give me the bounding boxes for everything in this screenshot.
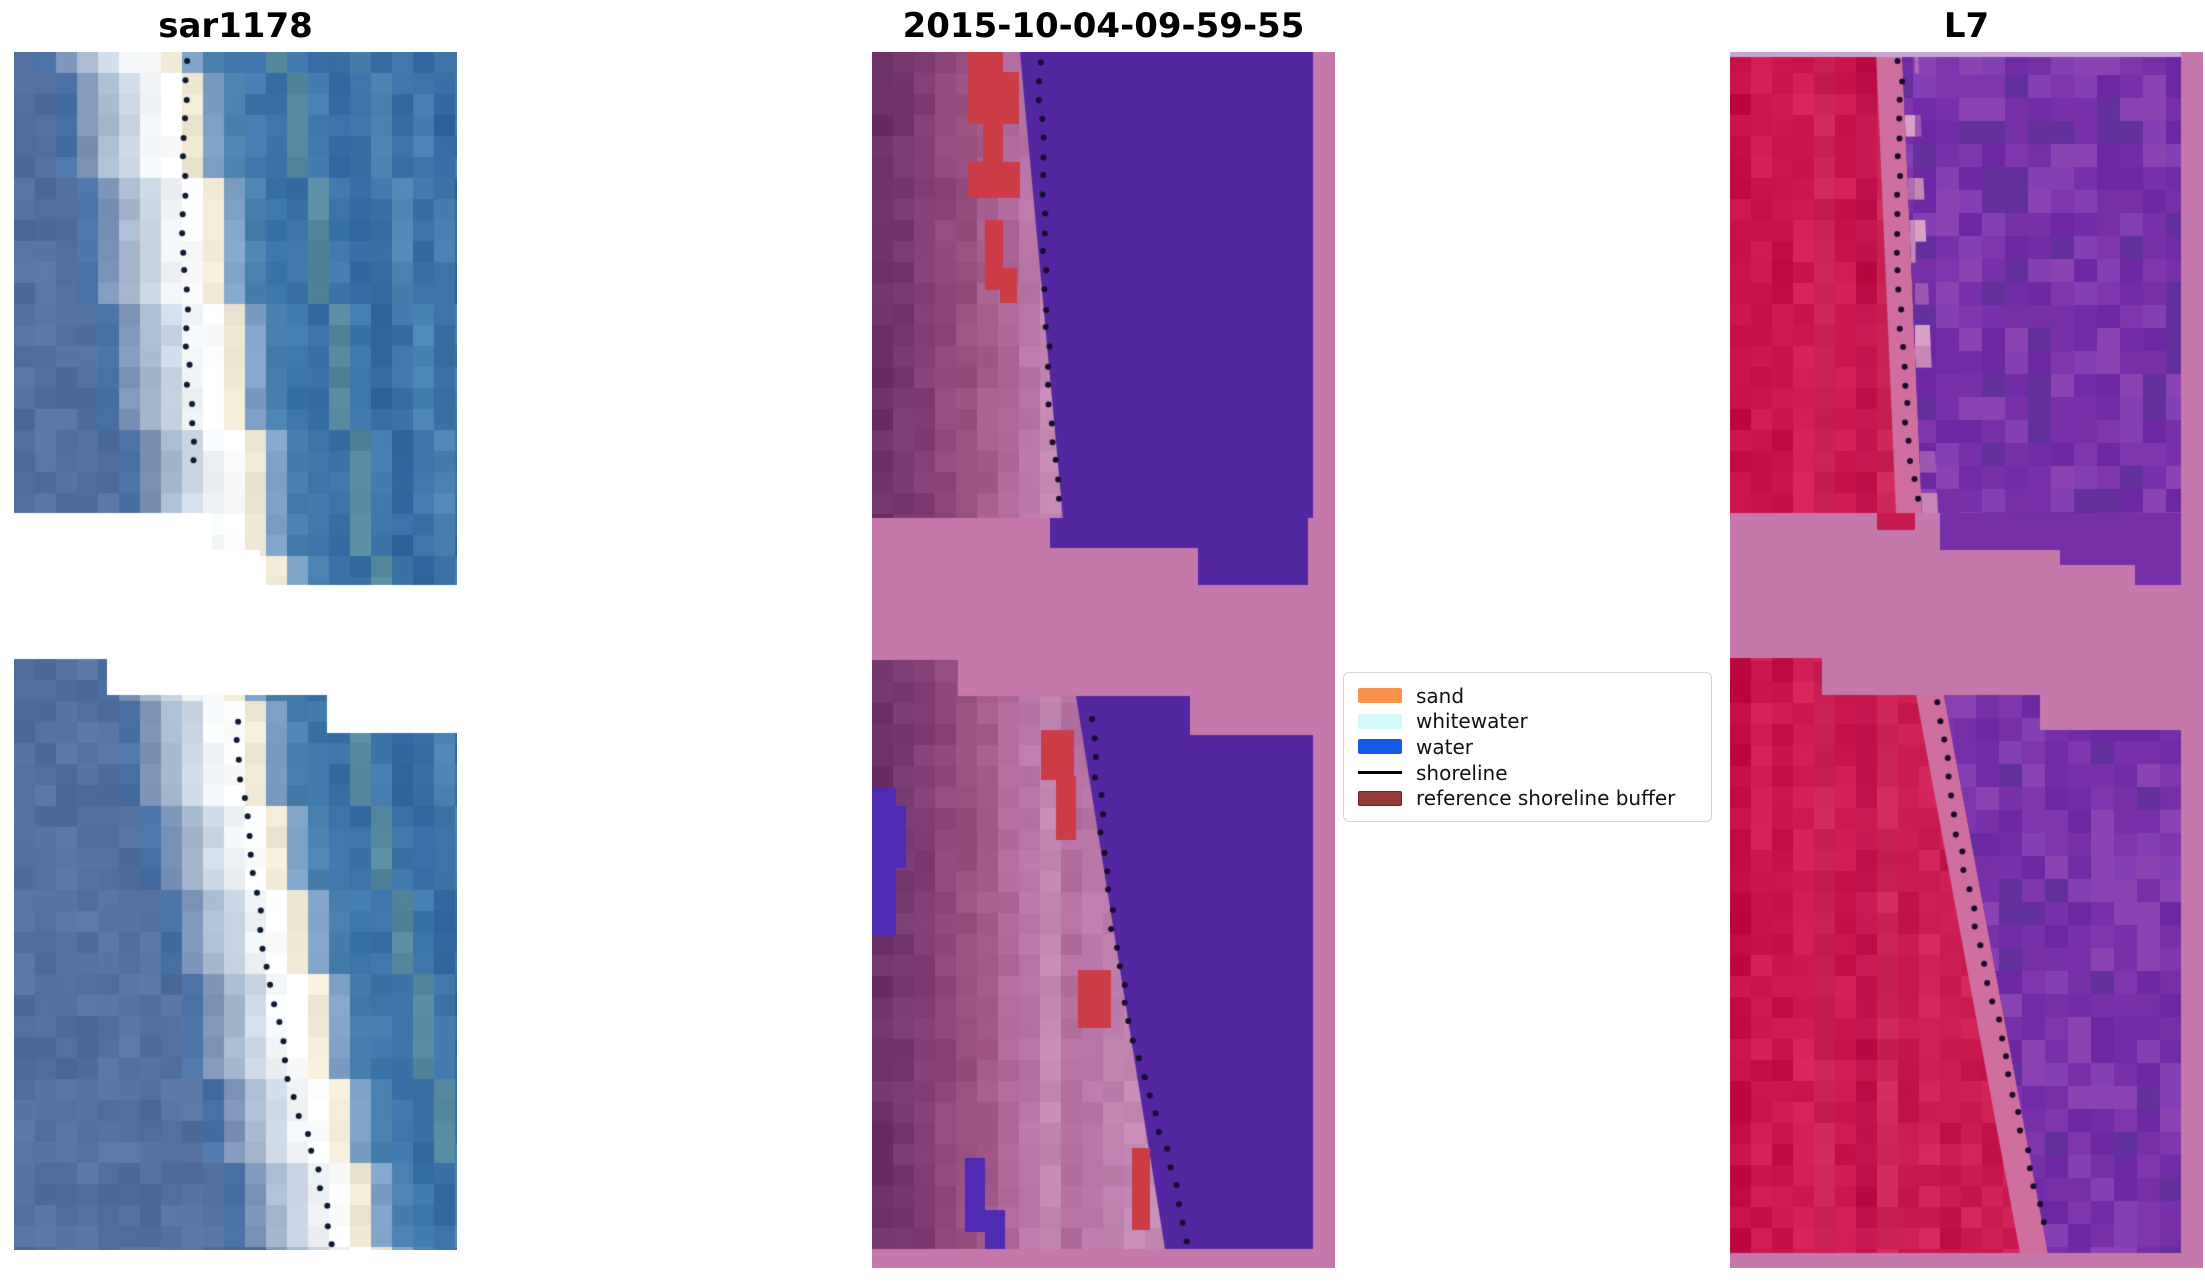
legend-label-sand: sand (1416, 683, 1465, 708)
legend-label-whitewater: whitewater (1416, 709, 1528, 734)
legend-item-shoreline: shoreline (1358, 760, 1697, 786)
legend-item-whitewater: whitewater (1358, 709, 1697, 735)
legend-label-reference-buffer: reference shoreline buffer (1416, 786, 1676, 811)
legend-item-sand: sand (1358, 683, 1697, 709)
classification-panel-image (872, 52, 1335, 1268)
legend-swatch-sand (1358, 688, 1402, 704)
legend-item-reference-buffer: reference shoreline buffer (1358, 785, 1697, 811)
l7-panel-image (1730, 52, 2203, 1268)
panel-title-l7: L7 (1943, 6, 1990, 46)
legend-item-water: water (1358, 734, 1697, 760)
sar-panel-image (14, 52, 457, 1250)
legend: sand whitewater water shoreline referenc… (1343, 672, 1712, 822)
panel-title-timestamp: 2015-10-04-09-59-55 (902, 6, 1305, 46)
panel-title-sar1178: sar1178 (158, 6, 313, 46)
legend-swatch-water (1358, 739, 1402, 755)
legend-swatch-reference-buffer (1358, 790, 1402, 806)
legend-label-water: water (1416, 734, 1473, 759)
legend-swatch-whitewater (1358, 713, 1402, 729)
legend-label-shoreline: shoreline (1416, 760, 1508, 785)
legend-swatch-shoreline-line (1358, 771, 1402, 775)
